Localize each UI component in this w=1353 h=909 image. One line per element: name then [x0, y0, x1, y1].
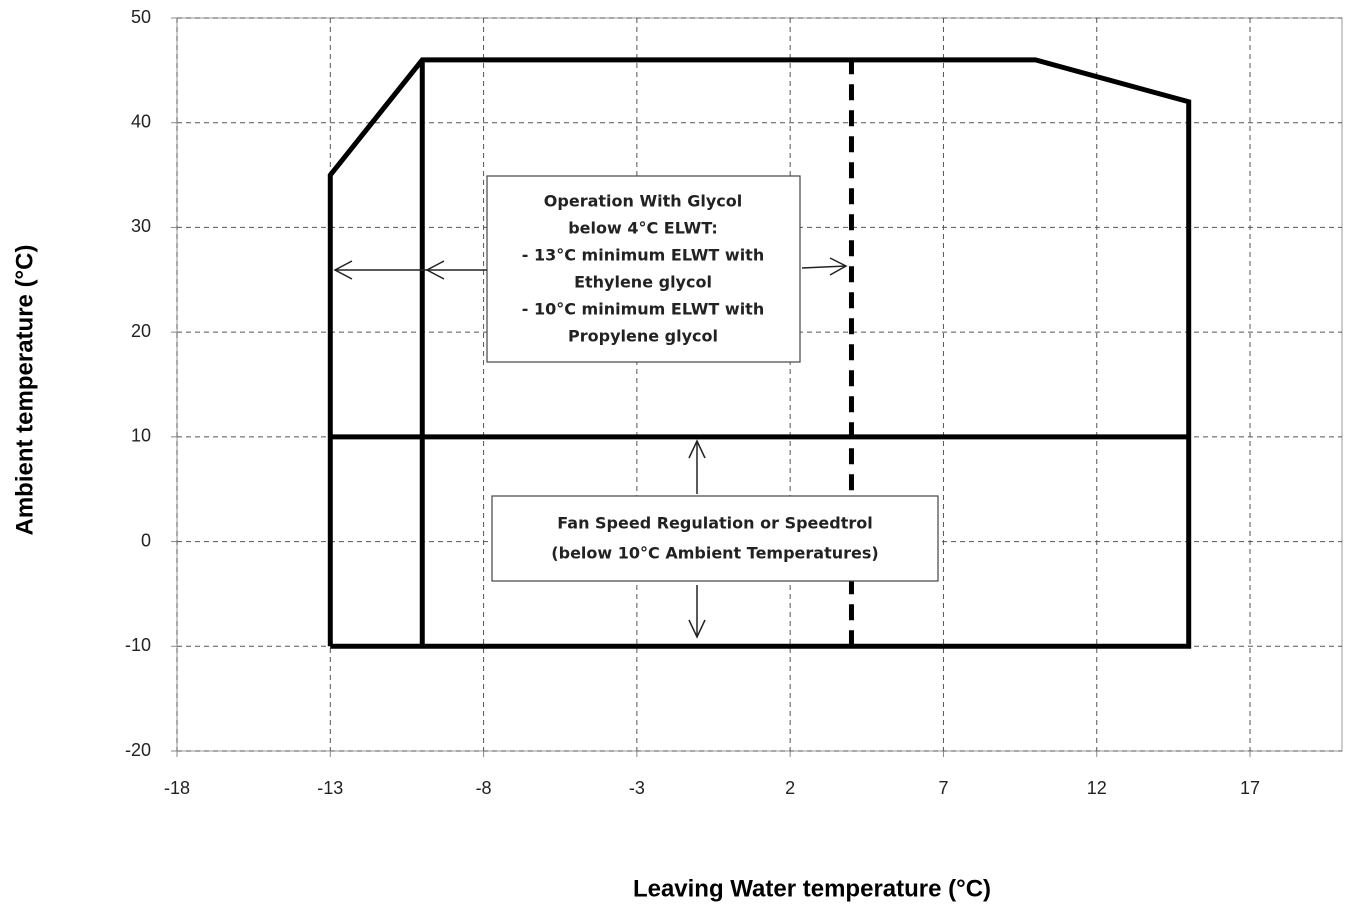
y-tick-label: 10 — [131, 426, 151, 446]
annotation-box — [491, 495, 939, 582]
x-axis-title: Leaving Water temperature (°C) — [633, 875, 991, 902]
annotation-text: Operation With Glycol — [544, 192, 742, 211]
annotation-text: below 4°C ELWT: — [568, 219, 718, 238]
y-tick-label: 20 — [131, 321, 151, 341]
plot-area — [176, 17, 1343, 752]
y-tick-label: -20 — [125, 740, 151, 760]
y-tick-label: 0 — [141, 530, 151, 550]
y-tick-label: 50 — [131, 7, 151, 27]
annotation-text: Fan Speed Regulation or Speedtrol — [557, 514, 872, 533]
x-tick-label: 2 — [785, 778, 795, 798]
annotation-text: - 13°C minimum ELWT with — [522, 246, 764, 265]
lines — [327, 57, 1192, 649]
x-tick-label: 17 — [1240, 778, 1260, 798]
arrows — [333, 257, 848, 639]
y-axis-title: Ambient temperature (°C) — [11, 245, 38, 536]
y-tick-label: 30 — [131, 216, 151, 236]
annotations: Operation With Glycol below 4°C ELWT: - 13… — [333, 175, 939, 639]
x-tick-label: 7 — [938, 778, 948, 798]
y-tick-label: 40 — [131, 111, 151, 131]
grid — [176, 17, 1342, 752]
x-tick-label: -8 — [476, 778, 492, 798]
series-line — [327, 57, 1192, 649]
annotation-text: Propylene glycol — [568, 327, 718, 346]
annotation-text: - 10°C minimum ELWT with — [522, 300, 764, 319]
x-tick-label: -13 — [317, 778, 343, 798]
annotation-text: Ethylene glycol — [574, 273, 712, 292]
y-tick-label: -10 — [125, 635, 151, 655]
annotation-text: (below 10°C Ambient Temperatures) — [551, 544, 878, 563]
annotation-box — [486, 175, 801, 363]
x-tick-label: -18 — [164, 778, 190, 798]
x-tick-label: -3 — [629, 778, 645, 798]
x-tick-label: 12 — [1087, 778, 1107, 798]
